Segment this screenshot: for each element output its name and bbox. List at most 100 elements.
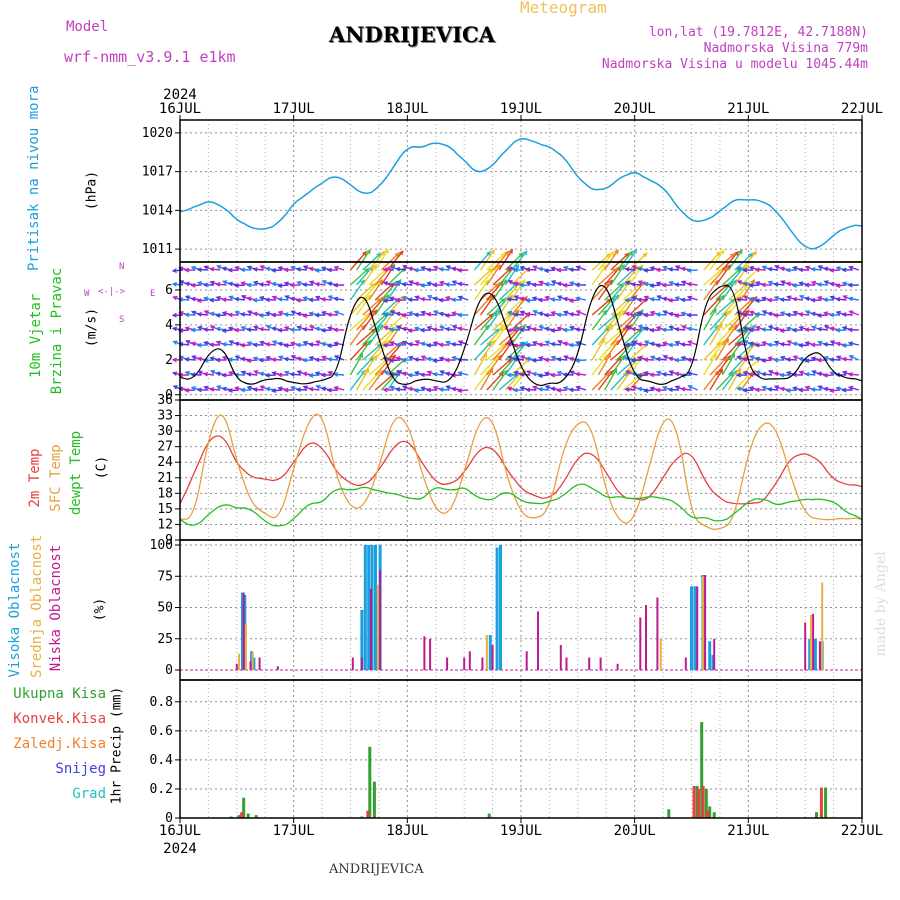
wind-arrow: [848, 373, 859, 376]
wind-arrow-head: [606, 252, 611, 258]
wind-arrow: [473, 251, 491, 271]
wind-arrow: [709, 283, 729, 301]
wind-arrow: [284, 344, 295, 347]
wind-arrow-head: [184, 326, 190, 331]
wind-arrow-head: [314, 357, 320, 363]
wind-arrow-head: [829, 295, 835, 301]
wind-arrow-head: [767, 280, 773, 286]
wind-arrow: [486, 298, 506, 316]
y-tick-label: 0: [165, 811, 173, 826]
cloud-bar-high: [711, 655, 715, 670]
wind-arrow-head: [382, 281, 389, 286]
wind-arrow-head: [760, 296, 767, 301]
wind-arrow: [374, 249, 389, 271]
wind-arrow-head: [264, 342, 270, 347]
wind-arrow-head: [384, 248, 390, 254]
wind-arrow-head: [450, 386, 457, 392]
wind-arrow-head: [767, 311, 773, 317]
wind-arrow-head: [632, 294, 638, 300]
wind-arrow-head: [240, 370, 246, 376]
wind-arrow-head: [380, 250, 386, 256]
wind-arrow: [309, 374, 320, 377]
wind-arrow-head: [550, 311, 556, 316]
wind-arrow-head: [754, 325, 761, 331]
wind-arrow-head: [450, 297, 456, 303]
wind-arrow-head: [252, 356, 258, 361]
wind-arrow-head: [816, 282, 822, 287]
wind-arrow-head: [382, 267, 388, 273]
wind-arrow-head: [239, 342, 246, 348]
wind-arrow-head: [246, 265, 252, 271]
wind-arrow-head: [562, 386, 568, 391]
wind-speed-line: [179, 284, 863, 387]
wind-arrow-head: [779, 355, 786, 361]
wind-arrow-head: [215, 282, 221, 287]
wind-arrow-head: [754, 298, 760, 303]
wind-arrow-head: [184, 357, 190, 362]
wind-arrow-head: [556, 326, 562, 331]
wind-arrow-head: [618, 328, 624, 334]
wind-arrow-head: [537, 386, 543, 392]
wind-arrow-head: [234, 266, 240, 271]
wind-arrow-head: [734, 250, 739, 256]
wind-arrow-head: [822, 297, 828, 303]
wind-arrow-head: [270, 312, 277, 318]
wind-arrow-head: [632, 248, 638, 254]
wind-arrow-head: [184, 281, 190, 287]
y-tick-label: 9: [165, 533, 173, 548]
wind-arrow: [811, 388, 822, 391]
wind-arrow: [451, 374, 463, 377]
wind-arrow-head: [508, 248, 514, 254]
cloud-bar-low: [656, 597, 659, 670]
wind-arrow: [715, 372, 734, 391]
wind-arrow-head: [680, 311, 686, 316]
wind-arrow-head: [568, 356, 574, 362]
cloud-bar-low: [423, 636, 426, 671]
wind-arrow-head: [178, 311, 184, 316]
cloud-bar-high: [693, 586, 697, 671]
wind-arrow: [349, 341, 368, 361]
wind-arrow-head: [233, 327, 239, 333]
wind-arrow-head: [419, 372, 425, 378]
wind-arrow: [616, 251, 633, 271]
wind-arrow-head: [804, 371, 810, 377]
cloud-bar-low: [565, 657, 568, 670]
wind-arrow-head: [797, 342, 804, 348]
wind-arrow-head: [513, 295, 519, 300]
wind-arrow-head: [289, 282, 295, 288]
y-tick-label: 0: [165, 663, 173, 678]
wind-arrow-head: [656, 295, 662, 300]
wind-arrow: [715, 326, 734, 346]
wind-arrow-head: [420, 310, 426, 316]
wind-arrow: [368, 251, 385, 271]
wind-arrow: [681, 343, 692, 346]
wind-arrow-head: [614, 249, 619, 255]
cloud-bar-low: [804, 622, 807, 670]
cloud-bar-low: [537, 611, 539, 671]
wind-arrow-head: [673, 313, 680, 318]
wind-arrow: [755, 268, 766, 271]
wind-arrow-head: [574, 358, 580, 363]
wind-arrow: [296, 268, 308, 271]
cloud-bar-low: [684, 657, 687, 670]
wind-arrow-head: [847, 296, 853, 302]
wind-arrow-head: [519, 310, 525, 315]
wind-arrow: [817, 328, 828, 331]
wind-arrow: [610, 264, 625, 286]
wind-arrow-head: [432, 358, 438, 363]
cloud-bar-mid: [821, 582, 824, 670]
wind-arrow-head: [761, 310, 767, 315]
wind-arrow-head: [667, 387, 673, 393]
wind-arrow-head: [456, 388, 463, 393]
wind-arrow-head: [569, 370, 575, 375]
wind-arrow-head: [327, 295, 333, 300]
wind-arrow-head: [209, 311, 215, 317]
wind-arrow-head: [333, 265, 339, 271]
wind-arrow-head: [451, 311, 457, 316]
wind-arrow-head: [190, 386, 196, 391]
wind-arrow: [823, 374, 835, 377]
wind-arrow-head: [661, 341, 668, 346]
wind-arrow-head: [519, 341, 525, 346]
wind-arrow: [473, 341, 492, 361]
cloud-bar-low: [525, 651, 528, 671]
